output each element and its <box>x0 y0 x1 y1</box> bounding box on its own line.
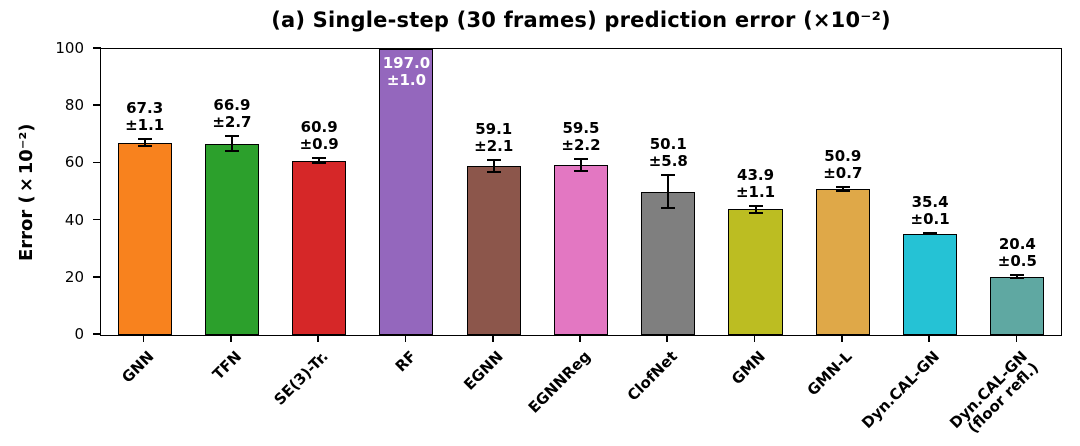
x-tick-mark <box>230 336 232 342</box>
x-tick-mark <box>928 336 930 342</box>
x-tick-mark <box>491 336 494 342</box>
bar-value-label: 59.1 ±2.1 <box>474 119 514 155</box>
x-tick-mark <box>579 336 581 342</box>
y-tick-label: 60 <box>64 153 84 172</box>
error-bar-cap <box>661 174 676 177</box>
bar-rf <box>379 49 434 335</box>
y-axis: 0 20 40 60 80 100 <box>0 39 101 343</box>
bar-value-label: 67.3 ±1.1 <box>125 99 165 135</box>
bar-gnn <box>117 142 172 335</box>
error-bar-cap <box>1010 274 1025 277</box>
error-bar-cap <box>137 144 152 147</box>
bar-value-label: 43.9 ±1.1 <box>735 166 776 202</box>
bar-egnnreg <box>553 164 609 335</box>
error-bar <box>230 135 233 152</box>
error-bar-cap <box>748 211 763 214</box>
bar-clofnet <box>641 191 696 335</box>
error-bar-cap <box>835 186 850 189</box>
x-tick-label: Dyn.CAL-GN (floor refl.) <box>945 347 1042 437</box>
x-tick-mark <box>753 336 756 342</box>
error-bar-cap <box>574 170 588 173</box>
error-bar-cap <box>312 162 327 165</box>
error-bar <box>492 159 495 172</box>
error-bar-cap <box>923 232 938 235</box>
y-tick-label: 20 <box>64 267 84 286</box>
y-tick-mark <box>93 218 101 221</box>
chart-title: (a) Single-step (30 frames) prediction e… <box>271 8 891 32</box>
x-tick-label: SE(3)-Tr. <box>270 347 333 409</box>
bar-value-label: 60.9 ±0.9 <box>299 118 339 154</box>
x-tick-label: Dyn.CAL-GN <box>858 347 944 433</box>
x-tick-mark <box>666 336 669 342</box>
x-tick-label: ClofNet <box>624 347 682 405</box>
plot-area: 67.3 ±1.1 66.9 ±2.7 60.9 ±0.9 197.0 ±1.0 59.… <box>100 48 1062 336</box>
error-bar-cap <box>661 207 676 210</box>
error-bar <box>318 158 321 164</box>
error-bar-cap <box>224 134 239 137</box>
x-tick-label: EGNNReg <box>524 347 595 417</box>
x-tick-mark <box>404 336 407 342</box>
x-tick-label: GNN <box>118 347 158 387</box>
bar-value-label: 59.5 ±2.2 <box>561 118 601 154</box>
error-bar <box>841 187 844 192</box>
error-bar-cap <box>486 170 501 173</box>
bar-value-label: 35.4 ±0.1 <box>910 193 950 229</box>
error-bar <box>754 206 757 213</box>
x-tick-label: TFN <box>208 347 245 384</box>
error-bar-cap <box>486 158 501 161</box>
y-tick-mark <box>93 161 101 164</box>
error-bar-cap <box>574 157 588 160</box>
x-tick-mark <box>841 336 843 342</box>
y-tick-mark <box>93 333 101 335</box>
bar-value-label: 197.0 ±1.0 <box>382 54 431 89</box>
bar-value-label: 50.1 ±5.8 <box>648 135 688 171</box>
x-tick-mark <box>142 336 145 342</box>
y-tick-label: 40 <box>64 210 84 229</box>
error-bar <box>143 139 146 146</box>
bar-gmn-l <box>815 189 870 335</box>
y-tick-label: 100 <box>55 39 84 57</box>
y-tick-mark <box>93 276 101 278</box>
x-tick-mark <box>317 336 319 342</box>
bar-value-label: 66.9 ±2.7 <box>212 95 252 131</box>
x-tick-label: EGNN <box>460 347 507 394</box>
x-axis: GNN TFN SE(3)-Tr. RF EGNN EGNNReg ClofNet GMN GM… <box>100 336 1062 446</box>
x-tick-label: RF <box>391 347 420 376</box>
error-bar-cap <box>312 157 327 160</box>
error-bar-cap <box>1010 277 1025 280</box>
error-bar <box>1016 275 1019 279</box>
bar-dyn.cal-gn <box>903 233 958 335</box>
error-bar-cap <box>137 138 152 141</box>
y-tick-label: 0 <box>74 325 84 343</box>
error-bar-cap <box>224 150 239 153</box>
error-bar <box>667 175 670 209</box>
bar-value-label: 20.4 ±0.5 <box>997 235 1037 271</box>
x-tick-label: GMN <box>727 347 769 389</box>
error-bar <box>580 158 582 172</box>
bar-se(3)-tr. <box>292 160 347 335</box>
y-tick-mark <box>93 47 101 49</box>
y-tick-mark <box>93 104 101 106</box>
bar-tfn <box>204 143 259 335</box>
error-bar-cap <box>748 205 763 208</box>
bar-value-label: 50.9 ±0.7 <box>823 147 863 183</box>
error-bar-cap <box>835 190 850 193</box>
x-tick-label: GMN-L <box>803 347 856 400</box>
bar-egnn <box>466 165 521 335</box>
x-tick-mark <box>1015 336 1018 342</box>
y-tick-label: 80 <box>64 96 84 115</box>
bar-dyn.cal-gn-(floor-refl.) <box>990 276 1045 335</box>
bar-gmn <box>728 209 783 335</box>
